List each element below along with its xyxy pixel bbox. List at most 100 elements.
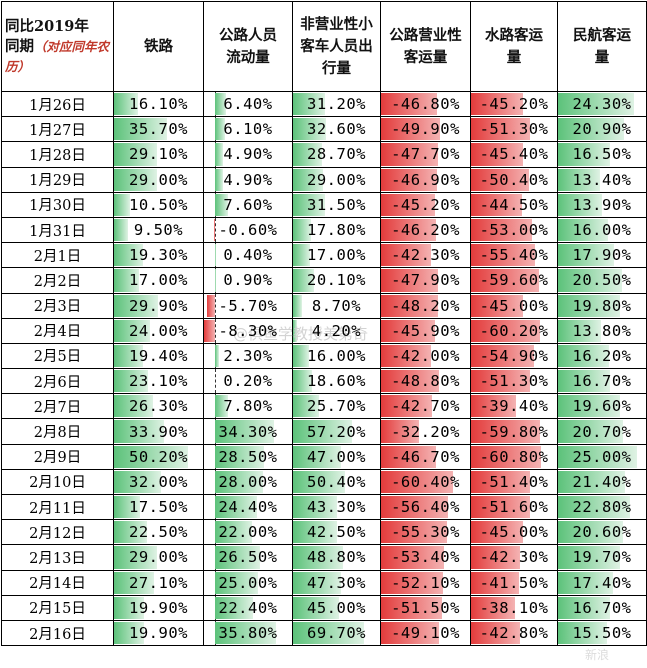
rail-cell: 35.70%	[114, 117, 204, 142]
road-people-cell: 6.40%	[204, 92, 293, 117]
value-text: 7.60%	[204, 196, 292, 214]
road-commercial-cell: -55.30%	[381, 520, 471, 545]
value-text: -32.20%	[381, 423, 470, 441]
header-private-car: 非营业性小客车人员出行量	[293, 2, 381, 92]
value-text: 16.00%	[293, 347, 380, 365]
header-road-people: 公路人员流动量	[204, 2, 293, 92]
value-text: 16.50%	[558, 145, 646, 163]
value-text: 29.00%	[114, 171, 203, 189]
value-text: 24.40%	[204, 498, 292, 516]
date-cell: 2月6日	[2, 369, 114, 394]
road-people-cell: 22.00%	[204, 520, 293, 545]
value-text: 13.90%	[558, 196, 646, 214]
value-text: 21.40%	[558, 473, 646, 491]
date-cell: 1月29日	[2, 167, 114, 192]
road-people-cell: 6.10%	[204, 117, 293, 142]
value-text: 8.70%	[293, 297, 380, 315]
date-cell: 1月28日	[2, 142, 114, 167]
rail-cell: 9.50%	[114, 217, 204, 242]
air-cell: 20.50%	[558, 268, 647, 293]
air-cell: 22.80%	[558, 495, 647, 520]
air-cell: 21.40%	[558, 469, 647, 494]
rail-cell: 23.10%	[114, 369, 204, 394]
value-text: -5.70%	[204, 297, 292, 315]
header-air: 民航客运量	[558, 2, 647, 92]
road-people-cell: 4.90%	[204, 142, 293, 167]
private-car-cell: 57.20%	[293, 419, 381, 444]
date-cell: 2月7日	[2, 394, 114, 419]
value-text: -45.20%	[471, 95, 557, 113]
value-text: 20.10%	[293, 271, 380, 289]
value-text: 16.70%	[558, 372, 646, 390]
air-cell: 19.60%	[558, 394, 647, 419]
value-text: 10.50%	[114, 196, 203, 214]
value-text: 28.00%	[204, 473, 292, 491]
air-cell: 20.90%	[558, 117, 647, 142]
rail-cell: 24.00%	[114, 318, 204, 343]
value-text: 17.00%	[114, 271, 203, 289]
value-text: 31.50%	[293, 196, 380, 214]
value-text: 22.50%	[114, 523, 203, 541]
value-text: 32.00%	[114, 473, 203, 491]
value-text: -38.10%	[471, 599, 557, 617]
water-cell: -42.80%	[471, 620, 558, 645]
date-cell: 2月4日	[2, 318, 114, 343]
value-text: -60.80%	[471, 448, 557, 466]
value-text: -51.60%	[471, 498, 557, 516]
rail-cell: 33.90%	[114, 419, 204, 444]
rail-cell: 32.00%	[114, 469, 204, 494]
private-car-cell: 48.80%	[293, 545, 381, 570]
water-cell: -45.00%	[471, 293, 558, 318]
value-text: 4.20%	[293, 322, 380, 340]
value-text: 4.90%	[204, 171, 292, 189]
value-text: -39.40%	[471, 397, 557, 415]
value-text: -51.40%	[471, 473, 557, 491]
water-cell: -51.30%	[471, 369, 558, 394]
road-people-cell: 4.90%	[204, 167, 293, 192]
road-commercial-cell: -49.10%	[381, 620, 471, 645]
value-text: -46.90%	[381, 171, 470, 189]
value-text: 6.10%	[204, 120, 292, 138]
road-people-cell: -0.60%	[204, 217, 293, 242]
value-text: 69.70%	[293, 624, 380, 642]
private-car-cell: 43.30%	[293, 495, 381, 520]
private-car-cell: 17.00%	[293, 243, 381, 268]
date-cell: 2月16日	[2, 620, 114, 645]
value-text: -55.30%	[381, 523, 470, 541]
value-text: 23.10%	[114, 372, 203, 390]
date-cell: 2月15日	[2, 595, 114, 620]
air-cell: 19.80%	[558, 293, 647, 318]
value-text: -59.80%	[471, 423, 557, 441]
road-commercial-cell: -46.80%	[381, 92, 471, 117]
value-text: -48.80%	[381, 372, 470, 390]
road-people-cell: 22.40%	[204, 595, 293, 620]
road-people-cell: 7.80%	[204, 394, 293, 419]
date-cell: 2月12日	[2, 520, 114, 545]
value-text: -46.20%	[381, 221, 470, 239]
water-cell: -51.30%	[471, 117, 558, 142]
header-date: 同比2019年 同期（对应同年农历）	[2, 2, 114, 92]
road-people-cell: -5.70%	[204, 293, 293, 318]
date-cell: 2月10日	[2, 469, 114, 494]
value-text: 43.30%	[293, 498, 380, 516]
rail-cell: 19.90%	[114, 595, 204, 620]
private-car-cell: 47.30%	[293, 570, 381, 595]
corner-mark: 新浪	[585, 646, 609, 663]
air-cell: 24.30%	[558, 92, 647, 117]
value-text: 28.50%	[204, 448, 292, 466]
data-table: 同比2019年 同期（对应同年农历） 铁路 公路人员流动量 非营业性小客车人员出…	[1, 1, 647, 646]
value-text: 19.90%	[114, 624, 203, 642]
road-people-cell: 0.90%	[204, 268, 293, 293]
value-text: -46.80%	[381, 95, 470, 113]
rail-cell: 29.90%	[114, 293, 204, 318]
value-text: -45.00%	[471, 523, 557, 541]
value-text: 20.90%	[558, 120, 646, 138]
